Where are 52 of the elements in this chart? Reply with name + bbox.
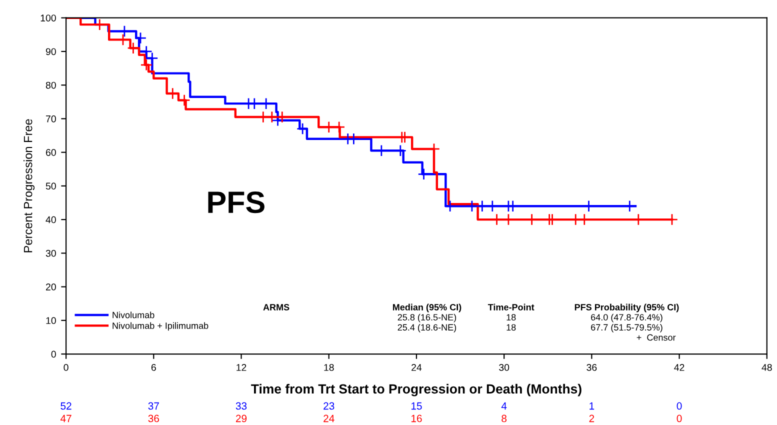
text: 36 bbox=[148, 414, 159, 422]
text: 15 bbox=[411, 402, 422, 410]
text: 16 bbox=[411, 414, 422, 422]
x-tick-label: 18 bbox=[324, 364, 334, 371]
text: 33 bbox=[236, 402, 247, 410]
text: 23 bbox=[324, 402, 334, 410]
text: 4 bbox=[501, 402, 507, 410]
annotation: 18 bbox=[506, 314, 516, 320]
text: 0 bbox=[676, 402, 682, 410]
y-tick-label: 60 bbox=[46, 149, 56, 156]
y-tick-label: 40 bbox=[46, 216, 56, 224]
legend-label: Nivolumab bbox=[112, 312, 154, 318]
y-tick-label: 90 bbox=[46, 48, 56, 56]
text: 2 bbox=[589, 414, 594, 422]
y-axis-title: Percent Progression Free bbox=[24, 119, 35, 252]
x-tick-label: 42 bbox=[674, 364, 684, 371]
y-tick-label: 0 bbox=[51, 350, 56, 358]
annotation: 18 bbox=[506, 324, 516, 331]
x-tick-label: 0 bbox=[64, 364, 68, 371]
x-axis-title: Time from Trt Start to Progression or Death (Months) bbox=[251, 384, 582, 396]
x-tick-label: 30 bbox=[499, 364, 510, 371]
y-tick-label: 10 bbox=[46, 317, 56, 324]
y-tick-label: 30 bbox=[46, 250, 56, 257]
text: 1 bbox=[590, 402, 594, 410]
y-tick-label: 80 bbox=[46, 82, 56, 89]
x-tick-label: 24 bbox=[412, 364, 422, 371]
annotation: 25.4 (18.6-NE) bbox=[398, 324, 456, 332]
text: 47 bbox=[60, 414, 72, 422]
y-tick-label: 70 bbox=[46, 115, 56, 122]
y-tick-label: 20 bbox=[46, 284, 56, 290]
annotation: PFS Probability (95% CI) bbox=[574, 304, 679, 312]
text: 8 bbox=[502, 414, 507, 422]
text: 29 bbox=[236, 414, 247, 422]
annotation: 64.0 (47.8-76.4%) bbox=[591, 314, 662, 322]
annotation: 25.8 (16.5-NE) bbox=[398, 314, 456, 322]
annotation: Time-Point bbox=[488, 304, 534, 310]
x-tick-label: 36 bbox=[586, 364, 597, 371]
x-tick-label: 12 bbox=[236, 364, 246, 371]
annotation: PFS bbox=[208, 191, 264, 214]
x-tick-label: 48 bbox=[762, 364, 772, 371]
x-tick-label: 6 bbox=[151, 364, 156, 371]
annotation: ARMS bbox=[263, 304, 290, 310]
text: 24 bbox=[324, 414, 334, 422]
annotation: + Censor bbox=[636, 334, 676, 341]
text: 0 bbox=[676, 414, 682, 422]
y-tick-label: 50 bbox=[46, 182, 56, 190]
annotation: 67.7 (51.5-79.5%) bbox=[591, 324, 662, 332]
annotation: Median (95% CI) bbox=[392, 304, 462, 312]
y-tick-label: 100 bbox=[40, 14, 56, 22]
text: 37 bbox=[148, 402, 159, 410]
text: 52 bbox=[60, 402, 72, 410]
legend-label: Nivolumab + Ipilimumab bbox=[112, 322, 208, 331]
